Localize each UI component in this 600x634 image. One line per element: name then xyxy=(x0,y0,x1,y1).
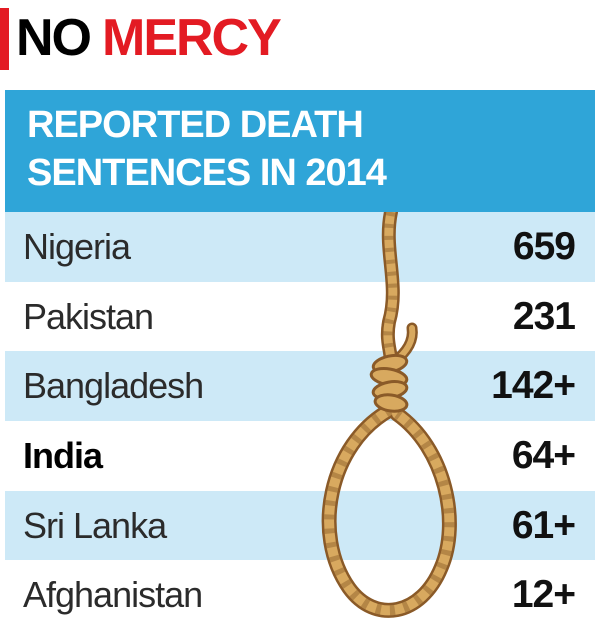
country-label: Nigeria xyxy=(23,225,131,267)
page-title: NO MERCY xyxy=(0,0,600,68)
table-row-india: India 64+ xyxy=(5,421,595,491)
red-accent-bar xyxy=(0,8,9,70)
value-label: 12+ xyxy=(511,573,576,617)
country-label: Bangladesh xyxy=(23,365,204,407)
value-label: 142+ xyxy=(491,364,576,408)
title-mercy: MERCY xyxy=(102,9,282,67)
table-row: Sri Lanka 61+ xyxy=(5,490,595,561)
title-row: NO MERCY xyxy=(0,0,600,90)
value-label: 231 xyxy=(512,294,576,338)
table-row: Pakistan 231 xyxy=(5,281,595,352)
table-header-line1: REPORTED DEATH xyxy=(27,104,364,146)
table-row: Afghanistan 12+ xyxy=(5,560,595,631)
table-row: Nigeria 659 xyxy=(5,212,595,282)
title-no: NO xyxy=(16,9,92,67)
table-body: Nigeria 659 Pakistan 231 Bangladesh 142+… xyxy=(5,212,595,631)
country-label: Sri Lanka xyxy=(23,504,167,546)
death-sentences-panel: REPORTED DEATH SENTENCES IN 2014 Nigeria… xyxy=(5,90,595,631)
value-label: 61+ xyxy=(511,503,576,547)
value-label: 64+ xyxy=(511,433,576,477)
country-label: Pakistan xyxy=(23,295,154,337)
value-label: 659 xyxy=(512,224,576,268)
table-header: REPORTED DEATH SENTENCES IN 2014 xyxy=(5,90,595,212)
country-label: India xyxy=(23,434,103,476)
country-label: Afghanistan xyxy=(23,574,203,616)
table-row: Bangladesh 142+ xyxy=(5,351,595,422)
table-header-line2: SENTENCES IN 2014 xyxy=(27,151,387,194)
